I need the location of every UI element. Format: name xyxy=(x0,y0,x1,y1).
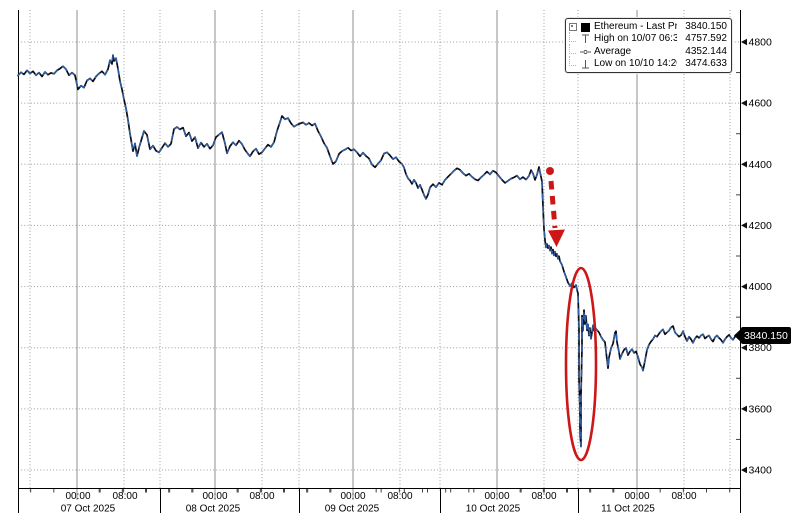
low-tick-icon xyxy=(580,58,591,70)
tree-branch-icon xyxy=(569,56,576,67)
price-line xyxy=(17,54,738,448)
y-tick-arrow-icon xyxy=(741,466,747,474)
svg-text:08 Oct 2025: 08 Oct 2025 xyxy=(186,504,241,515)
chart-legend[interactable]: Ethereum - Last Price 3840.150 High on 1… xyxy=(565,18,732,73)
svg-text:00:00: 00:00 xyxy=(484,491,509,502)
svg-text:10 Oct 2025: 10 Oct 2025 xyxy=(466,504,521,515)
svg-text:00:00: 00:00 xyxy=(624,491,649,502)
y-tick-arrow-icon xyxy=(741,99,747,107)
y-tick-arrow-icon xyxy=(741,38,747,46)
legend-low-label: Low on 10/10 14:20 xyxy=(594,57,677,69)
legend-average-label: Average xyxy=(594,45,632,57)
legend-series-label: Ethereum - Last Price xyxy=(594,21,677,32)
last-price-badge: 3840.150 xyxy=(734,326,791,344)
svg-text:4200: 4200 xyxy=(749,220,773,232)
legend-row-low[interactable]: Low on 10/10 14:20 3474.633 xyxy=(568,56,727,70)
svg-text:07 Oct 2025: 07 Oct 2025 xyxy=(61,504,116,515)
axes-frame xyxy=(18,10,741,513)
legend-average-value: 4352.144 xyxy=(685,45,727,57)
price-line-base xyxy=(17,54,738,448)
svg-text:3400: 3400 xyxy=(749,465,773,477)
svg-text:4000: 4000 xyxy=(749,281,773,293)
legend-row-last-price[interactable]: Ethereum - Last Price 3840.150 xyxy=(568,21,727,33)
annotations xyxy=(546,167,598,462)
svg-text:08:00: 08:00 xyxy=(671,491,696,502)
svg-text:4800: 4800 xyxy=(749,37,773,49)
high-tick-icon xyxy=(580,33,591,45)
gridlines xyxy=(18,10,740,500)
y-tick-arrow-icon xyxy=(741,344,747,351)
series-swatch-icon xyxy=(580,22,591,32)
average-marker-icon xyxy=(580,46,591,58)
y-tick-arrow-icon xyxy=(741,405,747,413)
svg-text:08:00: 08:00 xyxy=(249,491,274,502)
legend-row-high[interactable]: High on 10/07 06:30 4757.592 xyxy=(568,31,727,45)
y-tick-arrow-icon xyxy=(741,283,747,290)
price-line-overlay xyxy=(17,54,738,448)
legend-high-label: High on 10/07 06:30 xyxy=(594,33,677,45)
down-arrow-shaft xyxy=(548,180,558,229)
badge-arrow-icon xyxy=(734,328,742,343)
svg-text:00:00: 00:00 xyxy=(340,491,365,502)
svg-text:00:00: 00:00 xyxy=(202,491,227,502)
last-price-badge-text: 3840.150 xyxy=(744,330,788,342)
svg-text:4400: 4400 xyxy=(749,159,773,171)
tree-branch-icon xyxy=(569,31,576,42)
legend-row-average[interactable]: Average 4352.144 xyxy=(568,44,727,58)
legend-low-value: 3474.633 xyxy=(685,57,727,69)
legend-series-value: 3840.150 xyxy=(685,21,727,32)
svg-text:11 Oct 2025: 11 Oct 2025 xyxy=(601,504,655,515)
legend-expand-icon[interactable] xyxy=(568,23,577,31)
y-tick-arrow-icon xyxy=(741,161,747,168)
svg-text:08:00: 08:00 xyxy=(112,491,137,502)
svg-text:3800: 3800 xyxy=(749,342,773,354)
x-axis-labels: 00:00 08:00 00:00 08:00 00:00 08:00 00:00 08:00… xyxy=(61,491,697,515)
y-tick-arrow-icon xyxy=(741,222,747,229)
crash-circle-annotation xyxy=(564,266,598,462)
y-axis-labels: 4800 4600 4400 4200 4000 3800 3600 3400 xyxy=(741,37,772,477)
svg-text:00:00: 00:00 xyxy=(65,491,90,502)
svg-text:09 Oct 2025: 09 Oct 2025 xyxy=(325,504,380,515)
svg-text:08:00: 08:00 xyxy=(531,491,556,502)
arrow-dot xyxy=(546,167,554,175)
svg-text:4600: 4600 xyxy=(749,98,773,110)
down-arrow-head-icon xyxy=(548,229,565,247)
svg-text:08:00: 08:00 xyxy=(387,491,412,502)
tree-branch-icon xyxy=(569,44,576,55)
legend-high-value: 4757.592 xyxy=(685,33,727,45)
svg-text:3600: 3600 xyxy=(749,403,773,415)
